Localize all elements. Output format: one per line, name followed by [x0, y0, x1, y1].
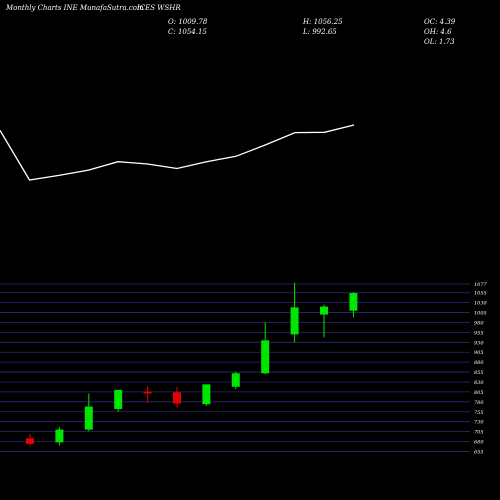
y-tick-label: 930: [474, 340, 484, 346]
y-tick-label: 830: [474, 380, 484, 386]
candle-body: [55, 429, 64, 443]
candle-body: [320, 306, 328, 315]
chart-source-title: Monthly Charts INE MunafaSutra.com: [6, 4, 144, 12]
y-tick-label: 1055: [474, 291, 487, 297]
y-tick-label: 1005: [474, 311, 487, 317]
y-tick-label: 980: [474, 320, 484, 326]
candle-body: [84, 406, 93, 430]
y-tick-label: 880: [474, 360, 484, 366]
candle-body: [231, 373, 240, 387]
candle-body: [261, 340, 270, 374]
oh-value: OH: 4.6: [424, 28, 452, 36]
y-tick-label: 1077: [474, 282, 488, 288]
y-tick-label: 780: [474, 400, 484, 406]
candle-body: [143, 391, 152, 394]
high-value: H: 1056.25: [303, 18, 343, 26]
y-tick-label: 705: [474, 430, 484, 436]
candle-body: [26, 438, 34, 444]
price-line: [0, 124, 355, 181]
y-tick-label: 905: [474, 350, 484, 356]
y-tick-label: 680: [474, 440, 484, 446]
candle-body: [114, 389, 123, 409]
y-tick-label: 805: [474, 390, 484, 396]
oc-value: OC: 4.39: [424, 18, 456, 26]
candle-body: [202, 384, 211, 405]
close-value: C: 1054.15: [168, 28, 207, 36]
symbol-label: ICES WSHR: [137, 4, 181, 12]
candle-body: [173, 392, 181, 404]
ol-value: OL: 1.73: [424, 38, 455, 46]
y-tick-label: 855: [474, 370, 484, 376]
candle-body: [290, 307, 299, 335]
y-tick-label: 730: [474, 420, 484, 426]
y-tick-label: 755: [474, 410, 484, 416]
low-value: L: 992.65: [303, 28, 337, 36]
y-tick-label: 1030: [474, 301, 488, 307]
y-tick-label: 955: [474, 330, 484, 336]
y-tick-label: 655: [474, 449, 484, 455]
candle-body: [349, 293, 358, 311]
open-value: O: 1009.78: [168, 18, 208, 26]
